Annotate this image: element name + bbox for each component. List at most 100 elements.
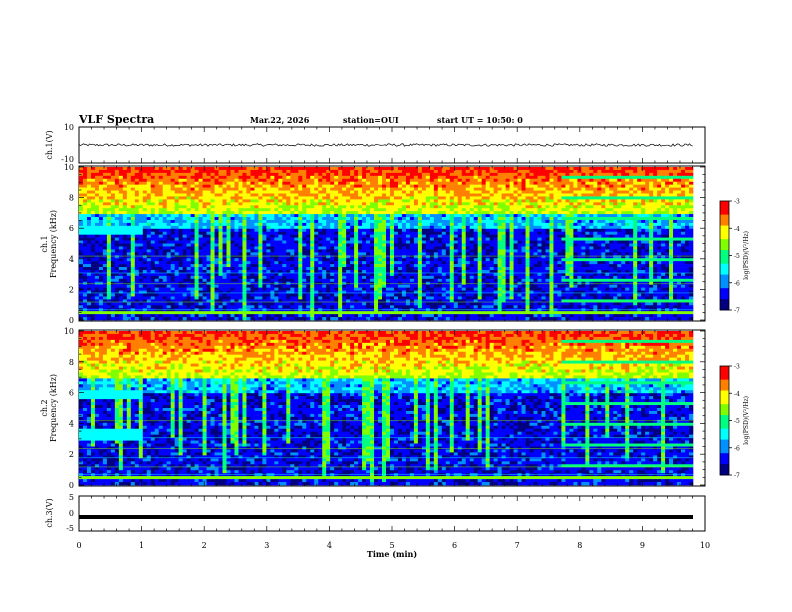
spectrogram-cell (382, 214, 387, 218)
spectrogram-cell (126, 175, 132, 180)
spectrogram-cell (126, 264, 132, 268)
spectrogram-cell (334, 252, 339, 256)
spectrogram-cell (242, 202, 247, 206)
spectrogram-cell (174, 196, 179, 200)
spectrogram-cell (382, 222, 387, 227)
spectrogram-cell (362, 246, 367, 250)
spectrogram-cell (286, 264, 291, 268)
spectrogram-cell (262, 208, 267, 212)
spectrogram-cell (86, 249, 92, 253)
spectrogram-cell (94, 211, 100, 215)
spectrogram-cell (250, 269, 255, 274)
spectrogram-cell (118, 199, 124, 203)
spectrogram-cell (382, 287, 387, 291)
spectrogram-cell (354, 287, 359, 291)
spectrogram-cell (94, 296, 100, 300)
spectrogram-cell (342, 208, 347, 212)
spectrogram-cell (206, 269, 211, 274)
spectrogram-cell (449, 222, 455, 227)
spectrogram-cell (130, 217, 136, 221)
spectrogram-cell (106, 205, 112, 209)
spectrogram-cell (186, 222, 191, 227)
spectrogram-cell (82, 278, 88, 283)
spectrogram-cell (278, 252, 283, 256)
spectrogram-cell (214, 169, 219, 174)
spectrogram-cell (158, 190, 164, 194)
spectrogram-cell (298, 264, 303, 268)
spectrogram-cell (318, 267, 323, 271)
spectrogram-cell (218, 222, 223, 227)
spectrogram-cell (190, 249, 195, 253)
spectrogram-cell (158, 181, 164, 185)
spectrogram-cell (274, 269, 279, 274)
spectrogram-cell (114, 267, 120, 271)
spectrogram-cell (330, 317, 335, 321)
spectrogram-cell (393, 193, 399, 197)
spectrogram-cell (142, 175, 148, 180)
spectrogram-cell (382, 305, 387, 309)
spectrogram-cell (441, 240, 447, 244)
spectrogram-cell (182, 208, 187, 212)
spectrogram-cell (437, 181, 443, 185)
spectrogram-cell (218, 190, 223, 194)
spectrogram-cell (417, 178, 423, 183)
spectrogram-cell (302, 269, 307, 274)
spectrogram-cell (425, 261, 431, 265)
spectrogram-cell (421, 267, 427, 271)
spectrogram-cell (234, 317, 239, 321)
spectrogram-cell (250, 272, 255, 277)
spectrogram-cell (370, 305, 375, 309)
spectrogram-cell (330, 249, 335, 253)
spectrogram-cell (322, 196, 327, 200)
spectrogram-cell (346, 219, 351, 224)
spectrogram-cell (350, 169, 355, 174)
spectrogram-cell (270, 278, 275, 283)
spectrogram-cell (350, 228, 355, 233)
spectrogram-cell (214, 228, 219, 233)
spectrogram-cell (354, 269, 359, 274)
spectrogram-cell (330, 187, 335, 191)
spectrogram-cell (318, 196, 323, 200)
spectrogram-cell (238, 284, 243, 288)
spectrogram-cell (286, 269, 291, 274)
spectrogram-cell (210, 278, 215, 283)
spectrogram-cell (170, 178, 175, 183)
spectrogram-cell (206, 267, 211, 271)
spectrogram-cell (306, 184, 311, 188)
spectrogram-cell (86, 225, 92, 230)
spectrogram-cell (425, 249, 431, 253)
spectrogram-cell (238, 293, 243, 297)
spectrogram-cell (417, 293, 423, 297)
spectrogram-cell (286, 205, 291, 209)
spectrogram-cell (166, 202, 171, 206)
spectrogram-cell (429, 169, 435, 174)
spectrogram-cell (102, 202, 108, 206)
spectrogram-cell (302, 222, 307, 227)
spectrogram-cell (362, 255, 367, 259)
spectrogram-cell (174, 172, 179, 177)
spectrogram-cell (433, 284, 439, 288)
spectrogram-cell (389, 202, 395, 206)
spectrogram-cell (182, 258, 187, 262)
spectrogram-cell (214, 293, 219, 297)
spectrogram-cell (138, 296, 144, 300)
spectrogram-cell (302, 178, 307, 183)
spectrogram-cell (198, 293, 203, 297)
spectrogram-cell (382, 272, 387, 277)
spectrogram-cell (90, 275, 96, 280)
spectrogram-cell (202, 225, 207, 230)
spectrogram-cell (445, 290, 451, 294)
spectrogram-cell (154, 261, 160, 265)
spectrogram-cell (218, 167, 223, 171)
spectrogram-cell (294, 231, 299, 235)
spectrogram-cell (338, 314, 343, 318)
spectrogram-cell (250, 314, 255, 318)
spectrogram-cell (258, 169, 263, 174)
spectrogram-cell (198, 214, 203, 218)
spectrogram-cell (106, 246, 112, 250)
spectrogram-cell (310, 287, 315, 291)
spectrogram-cell (110, 296, 116, 300)
spectrogram-cell (254, 317, 259, 321)
spectrogram-cell (314, 181, 319, 185)
spectrogram-cell (354, 264, 359, 268)
